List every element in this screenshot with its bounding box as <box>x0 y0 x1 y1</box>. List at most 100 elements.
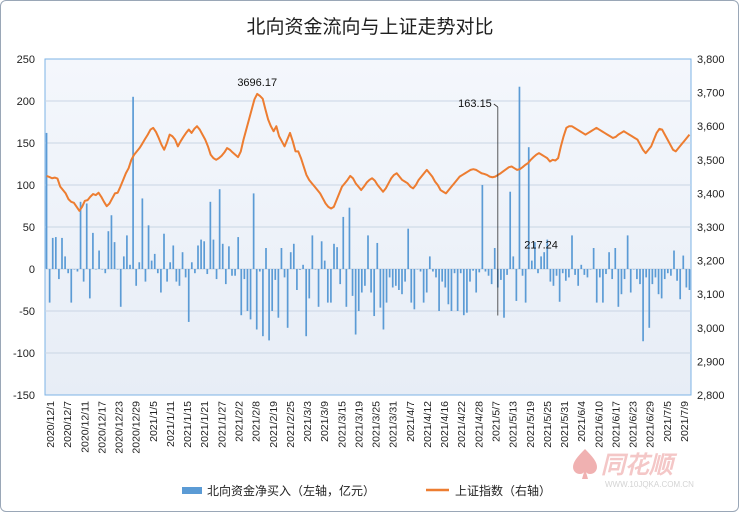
bar <box>45 132 48 269</box>
x-tick-label: 2021/2/25 <box>285 401 297 448</box>
bar <box>416 269 419 270</box>
bar <box>209 201 212 269</box>
bar <box>577 269 580 286</box>
bar <box>113 242 116 269</box>
bar <box>132 96 134 269</box>
right-tick-label: 3,500 <box>697 155 725 167</box>
bar <box>598 269 601 278</box>
bar <box>268 269 270 341</box>
bar <box>299 269 301 270</box>
bar <box>320 241 323 269</box>
bar <box>583 269 586 275</box>
bar <box>107 231 110 269</box>
x-tick-label: 2021/2/19 <box>268 401 280 448</box>
bar <box>540 256 542 269</box>
bar <box>215 269 218 280</box>
bar <box>262 269 264 337</box>
bar <box>438 269 440 311</box>
watermark-brand: 同花顺 <box>601 451 678 479</box>
bar <box>422 269 425 303</box>
bar <box>54 237 57 269</box>
bar <box>286 269 289 328</box>
right-tick-label: 3,700 <box>697 88 725 100</box>
bar <box>521 269 524 276</box>
bar <box>629 269 632 293</box>
x-tick-label: 2021/3/19 <box>353 401 365 448</box>
index-line <box>46 92 691 212</box>
x-tick-label: 2020/12/7 <box>62 401 74 448</box>
bar <box>688 269 691 290</box>
x-tick-label: 2021/5/13 <box>508 401 520 448</box>
bar <box>48 269 51 303</box>
bar <box>370 269 372 293</box>
bar <box>608 252 610 269</box>
bar <box>354 269 357 335</box>
bar <box>252 193 255 269</box>
bar <box>546 239 549 269</box>
bar <box>543 252 546 269</box>
bar <box>224 269 227 285</box>
bar <box>200 239 202 269</box>
bar <box>537 269 539 274</box>
bar <box>379 269 382 308</box>
bar <box>345 269 348 307</box>
bar <box>428 256 431 269</box>
bar <box>194 269 196 274</box>
x-tick-label: 2021/6/4 <box>576 401 588 442</box>
bar <box>632 269 635 270</box>
bar <box>589 269 592 270</box>
bar <box>404 269 406 282</box>
bar <box>79 201 82 269</box>
bar <box>88 269 91 299</box>
bar <box>243 269 246 280</box>
right-tick-label: 2,800 <box>697 390 725 402</box>
right-axis-ticks: 3,800 3,700 3,600 3,500 3,400 3,300 3,200 3,100… <box>697 54 725 402</box>
left-tick-label: 0 <box>29 264 35 276</box>
bar <box>156 269 159 274</box>
x-tick-label: 2021/6/29 <box>645 401 657 448</box>
bar <box>258 269 261 272</box>
x-tick-label: 2020/12/1 <box>45 401 57 448</box>
right-tick-label: 3,400 <box>697 188 725 200</box>
x-tick-label: 2020/12/29 <box>131 401 143 454</box>
bar <box>388 269 391 278</box>
x-tick-label: 2021/4/12 <box>422 401 434 448</box>
bar <box>394 269 397 286</box>
bar <box>472 269 474 271</box>
left-tick-label: 50 <box>23 222 35 234</box>
bar <box>237 237 240 269</box>
bar <box>450 269 453 311</box>
left-tick-label: 250 <box>17 54 35 66</box>
bar <box>92 232 94 269</box>
bar <box>283 269 286 278</box>
bar <box>580 264 583 269</box>
bar <box>503 269 505 318</box>
bar <box>51 237 54 269</box>
bar <box>203 241 206 269</box>
right-tick-label: 3,200 <box>697 256 725 268</box>
bar <box>425 269 428 293</box>
bar <box>376 242 379 269</box>
bar <box>466 269 468 313</box>
bar <box>571 235 573 269</box>
bar <box>197 245 199 269</box>
bar <box>564 269 567 281</box>
watermark-logo-icon <box>573 449 597 479</box>
x-tick-label: 2021/6/10 <box>593 401 605 448</box>
bar <box>500 269 502 280</box>
bar <box>330 269 332 303</box>
bar <box>116 269 119 270</box>
bar <box>592 248 595 269</box>
chart-title: 北向资金流向与上证走势对比 <box>246 16 493 38</box>
x-tick-label: 2021/3/15 <box>336 401 348 448</box>
bar <box>552 269 555 286</box>
bar <box>413 269 416 310</box>
bar <box>561 269 564 274</box>
legend: 北向资金净买入（左轴，亿元） 上证指数（右轴） <box>182 483 551 498</box>
bar <box>444 269 447 288</box>
x-tick-label: 2021/5/7 <box>491 401 503 442</box>
bar <box>373 269 376 317</box>
bar <box>639 269 641 285</box>
x-tick-label: 2021/2/8 <box>251 401 263 442</box>
